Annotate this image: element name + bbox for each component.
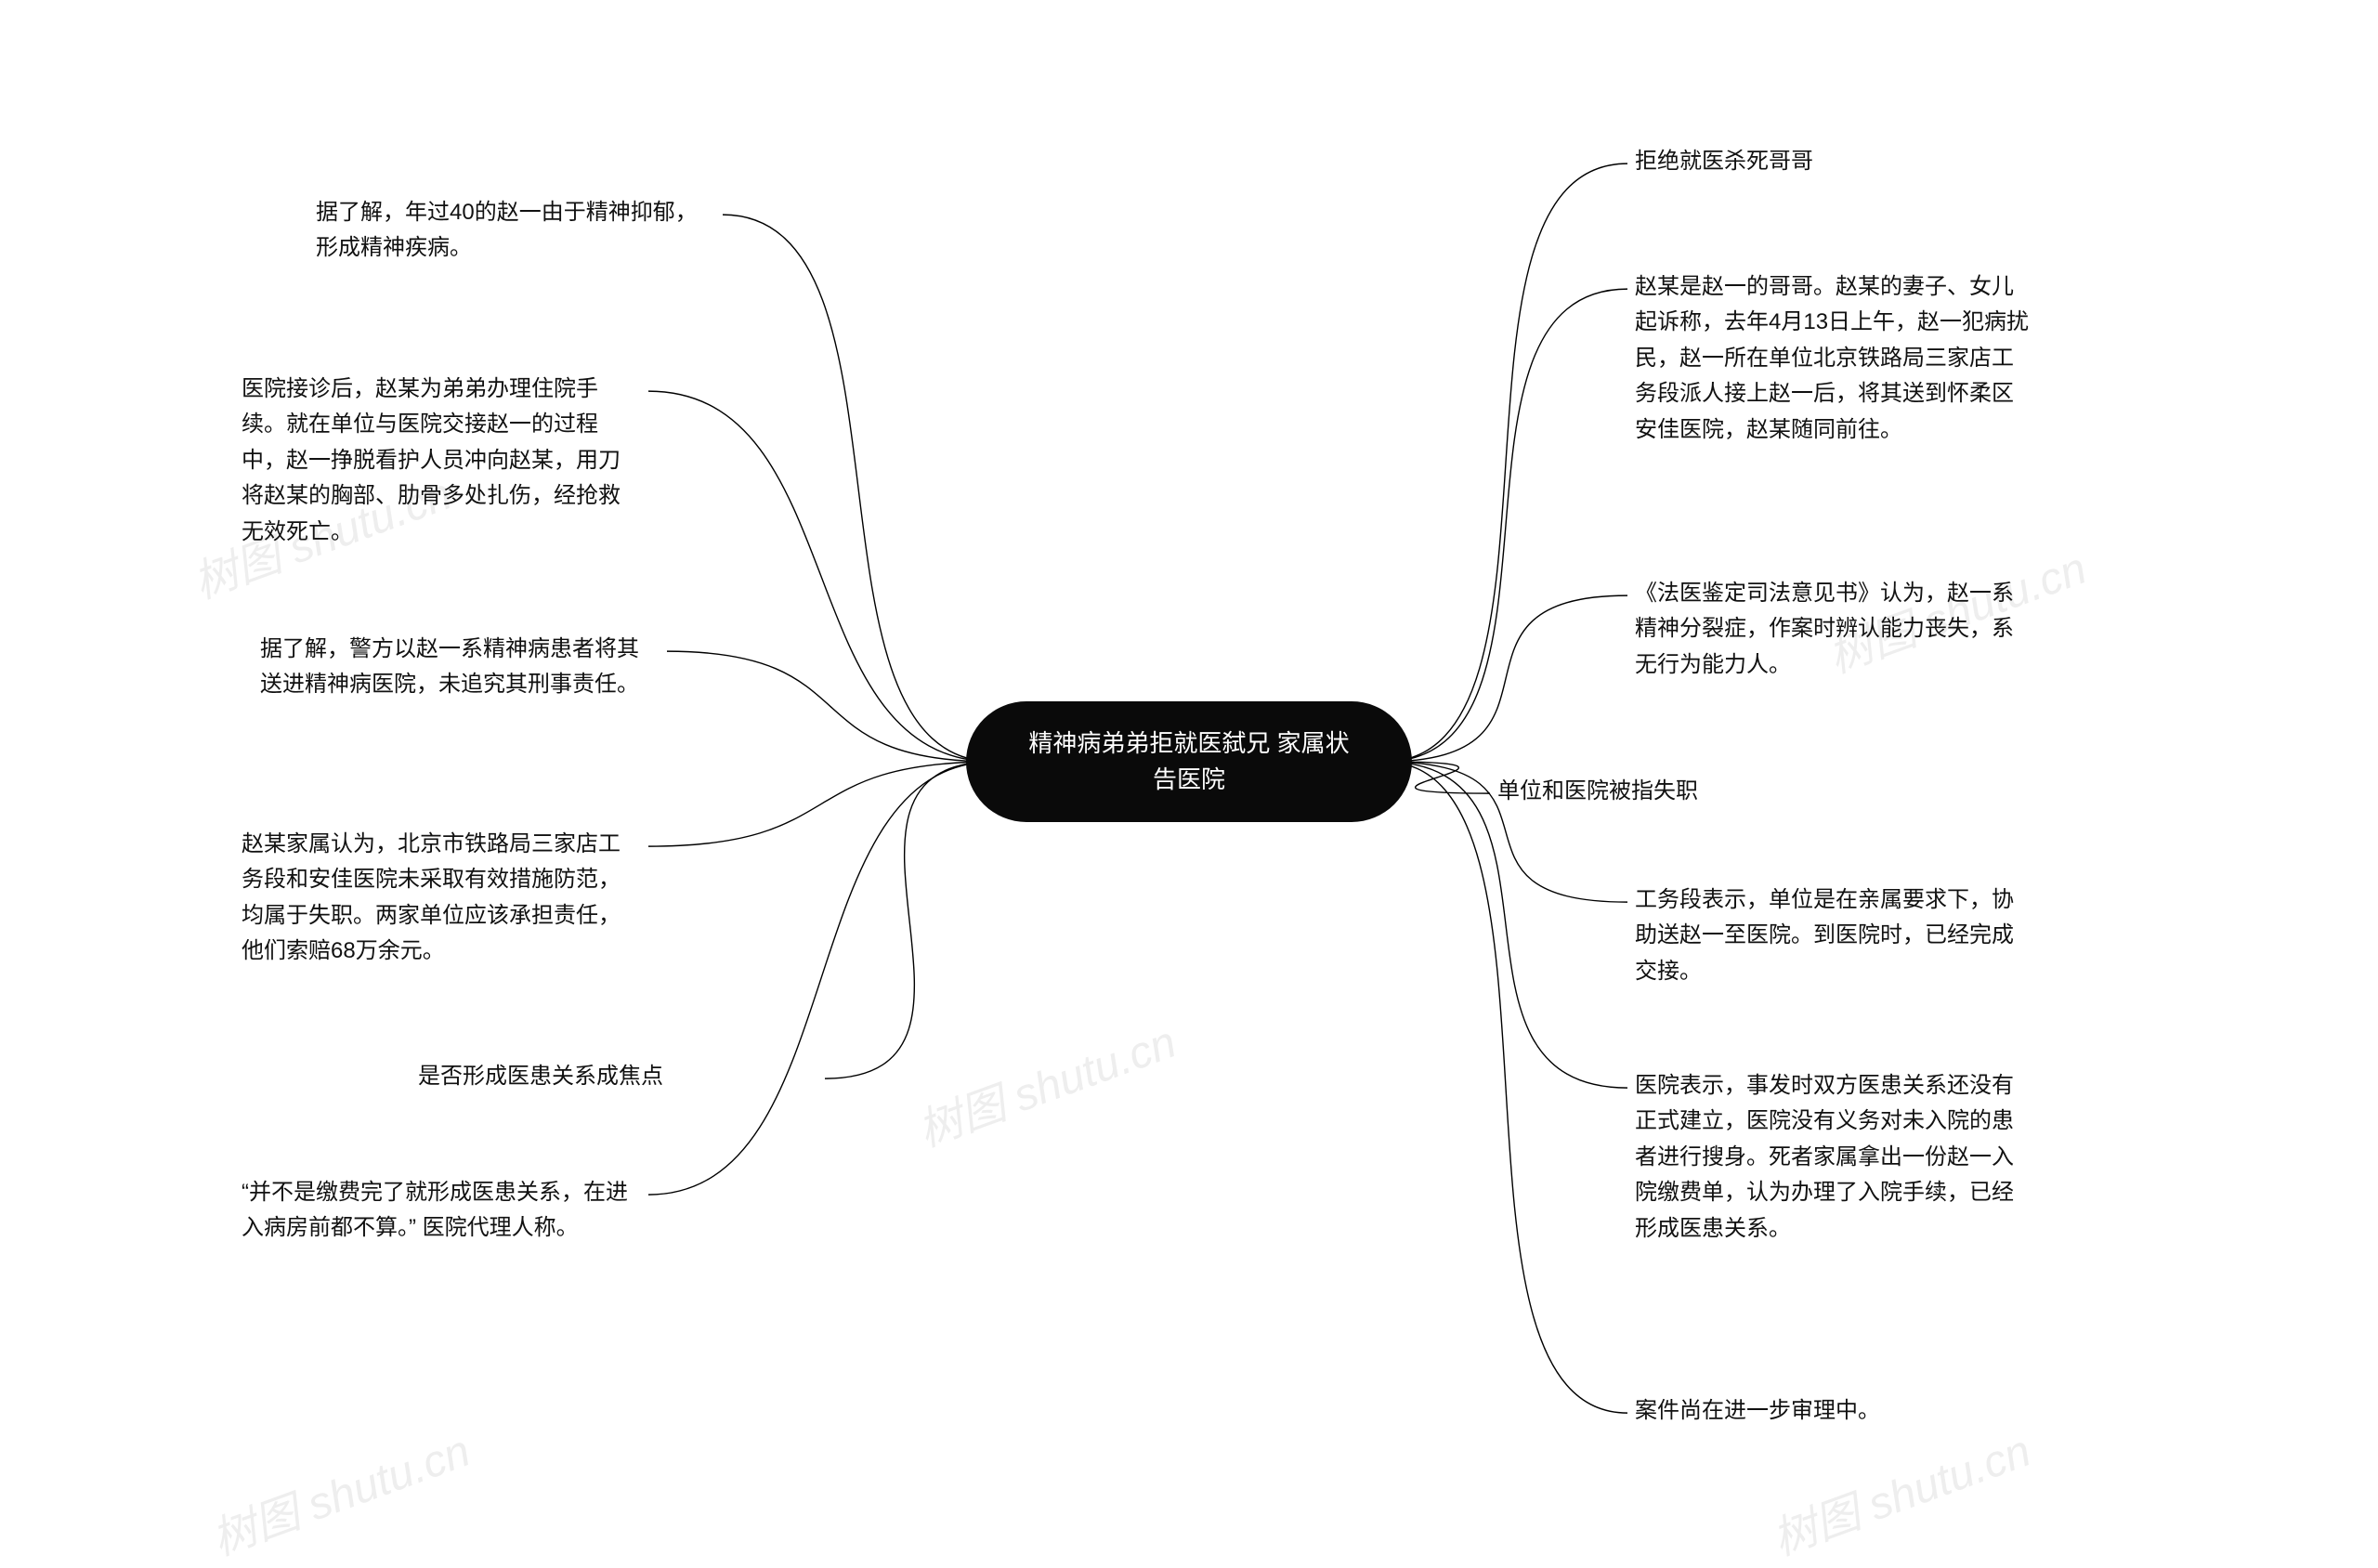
leaf-right-4: 工务段表示，单位是在亲属要求下，协助送赵一至医院。到医院时，已经完成交接。 xyxy=(1635,882,2034,989)
mindmap-canvas: 树图 shutu.cn 树图 shutu.cn 树图 shutu.cn 树图 s… xyxy=(0,0,2378,1539)
leaf-left-3: 赵某家属认为，北京市铁路局三家店工务段和安佳医院未采取有效措施防范，均属于失职。… xyxy=(242,827,641,970)
center-node: 精神病弟弟拒就医弑兄 家属状告医院 xyxy=(966,701,1412,822)
leaf-left-1: 医院接诊后，赵某为弟弟办理住院手续。就在单位与医院交接赵一的过程中，赵一挣脱看护… xyxy=(242,372,641,550)
leaf-left-0: 据了解，年过40的赵一由于精神抑郁，形成精神疾病。 xyxy=(316,195,715,267)
leaf-left-4: 是否形成医患关系成焦点 xyxy=(418,1059,817,1094)
leaf-right-6: 案件尚在进一步审理中。 xyxy=(1635,1393,2034,1429)
leaf-right-5: 医院表示，事发时双方医患关系还没有正式建立，医院没有义务对未入院的患者进行搜身。… xyxy=(1635,1068,2034,1247)
leaf-right-0: 拒绝就医杀死哥哥 xyxy=(1635,144,2034,179)
leaf-left-2: 据了解，警方以赵一系精神病患者将其送进精神病医院，未追究其刑事责任。 xyxy=(260,632,660,703)
leaf-right-3: 单位和医院被指失职 xyxy=(1497,774,1897,809)
leaf-left-5: “并不是缴费完了就形成医患关系，在进入病房前都不算。” 医院代理人称。 xyxy=(242,1175,641,1247)
leaf-right-1: 赵某是赵一的哥哥。赵某的妻子、女儿起诉称，去年4月13日上午，赵一犯病扰民，赵一… xyxy=(1635,269,2034,448)
leaf-right-2: 《法医鉴定司法意见书》认为，赵一系精神分裂症，作案时辨认能力丧失，系无行为能力人… xyxy=(1635,576,2034,683)
